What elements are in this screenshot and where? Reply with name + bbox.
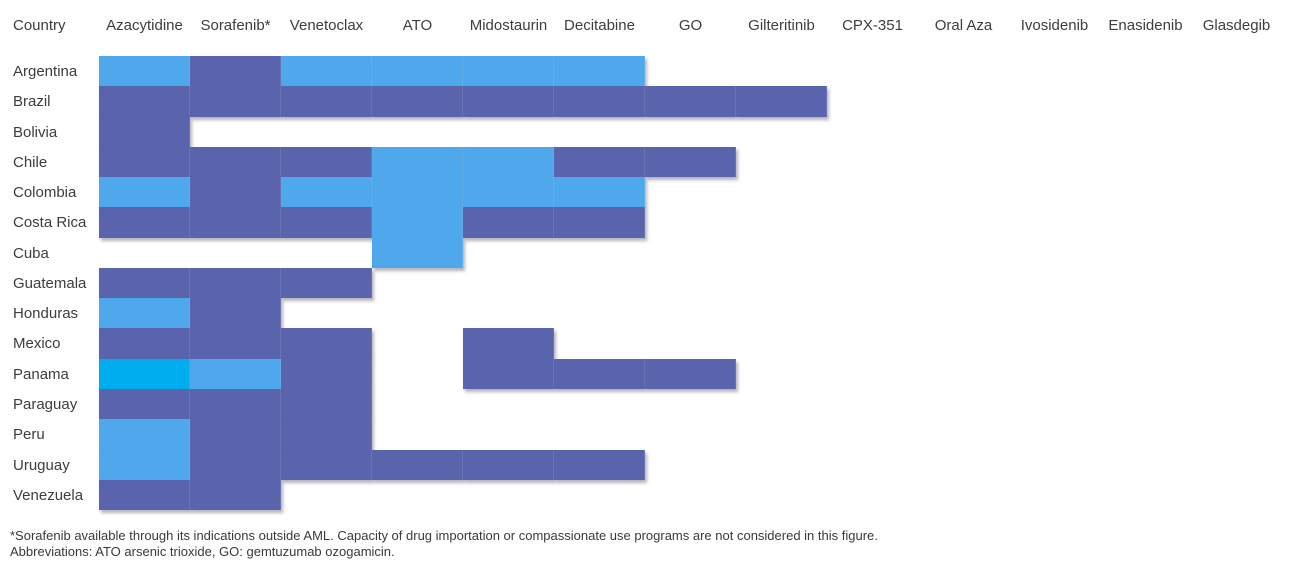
heatmap-cell-sky <box>99 56 190 86</box>
heatmap-cell-sky <box>99 177 190 207</box>
heatmap-cell-navy <box>554 147 645 177</box>
column-header: Decitabine <box>564 17 635 34</box>
row-label: Venezuela <box>13 486 84 504</box>
heatmap-cell-navy <box>190 328 281 359</box>
heatmap-cell-navy <box>281 147 372 177</box>
row-label: Guatemala <box>13 274 87 292</box>
heatmap-cell-navy <box>463 328 554 359</box>
column-header: CPX-351 <box>842 17 903 34</box>
column-header: Gilteritinib <box>748 17 815 34</box>
heatmap-cell-navy <box>99 328 190 359</box>
heatmap-cell-sky <box>372 238 463 268</box>
heatmap-cell-sky <box>281 56 372 86</box>
heatmap-cell-navy <box>99 86 190 117</box>
row-label: Peru <box>13 426 45 443</box>
heatmap-cell-navy <box>190 480 281 510</box>
heatmap-cell-navy <box>99 147 190 177</box>
row-label: Mexico <box>13 335 61 352</box>
row-label: Chile <box>13 153 48 171</box>
heatmap-cell-sky <box>281 177 372 207</box>
heatmap-cell-navy <box>190 177 281 207</box>
column-header: Azacytidine <box>106 17 183 34</box>
heatmap-cell-sky <box>99 298 190 328</box>
heatmap-cell-navy <box>645 359 736 389</box>
heatmap-cell-navy <box>190 419 281 450</box>
column-header: GO <box>678 17 703 34</box>
heatmap-cell-navy <box>463 207 554 238</box>
heatmap-cell-sky <box>190 359 281 389</box>
column-header: ATO <box>402 17 433 34</box>
heatmap-cell-navy <box>372 86 463 117</box>
heatmap-cell-cyan <box>99 359 190 389</box>
heatmap-cell-navy <box>463 450 554 480</box>
heatmap-cell-sky <box>99 419 190 450</box>
heatmap-cell-navy <box>281 207 372 238</box>
footnotes: *Sorafenib available through its indicat… <box>10 528 878 559</box>
row-label: Costa Rica <box>13 214 87 231</box>
column-header: Oral Aza <box>934 17 993 34</box>
heatmap-cell-navy <box>372 450 463 480</box>
heatmap-cell-navy <box>281 389 372 419</box>
row-label: Uruguay <box>13 456 70 474</box>
heatmap-cell-navy <box>554 359 645 389</box>
heatmap-cell-navy <box>463 359 554 389</box>
footnote-line: Abbreviations: ATO arsenic trioxide, GO:… <box>10 543 395 559</box>
heatmap-cell-navy <box>99 268 190 298</box>
heatmap-cell-navy <box>736 86 827 117</box>
heatmap-cell-navy <box>463 86 554 117</box>
heatmap-cell-navy <box>190 450 281 480</box>
heatmap-cell-navy <box>99 389 190 419</box>
row-label: Colombia <box>13 183 77 201</box>
heatmap-cell-sky <box>554 177 645 207</box>
heatmap-cell-navy <box>190 86 281 117</box>
heatmap-cell-navy <box>281 359 372 389</box>
column-header-country: Country <box>13 17 66 34</box>
column-header: Enasidenib <box>1108 17 1183 34</box>
heatmap-cell-navy <box>645 147 736 177</box>
column-header: Ivosidenib <box>1020 17 1089 34</box>
heatmap-cell-navy <box>554 86 645 117</box>
heatmap-cell-sky <box>463 56 554 86</box>
row-label: Cuba <box>13 244 49 262</box>
row-label: Bolivia <box>13 123 58 141</box>
heatmap-cell-sky <box>463 147 554 177</box>
heatmap-cell-sky <box>463 177 554 207</box>
heatmap-cell-navy <box>554 207 645 238</box>
heatmap-cell-sky <box>372 147 463 177</box>
heatmap-cell-navy <box>99 207 190 238</box>
heatmap-cell-navy <box>190 207 281 238</box>
row-label: Paraguay <box>13 395 78 413</box>
heatmap-cell-navy <box>190 389 281 419</box>
heatmap-cell-navy <box>281 450 372 480</box>
footnote-line: *Sorafenib available through its indicat… <box>10 528 878 543</box>
column-header: Venetoclax <box>289 17 364 34</box>
heatmap-cell-navy <box>281 419 372 450</box>
heatmap-cell-navy <box>190 147 281 177</box>
heatmap-cell-sky <box>99 450 190 480</box>
heatmap-cell-sky <box>554 56 645 86</box>
heatmap-cell-navy <box>281 328 372 359</box>
heatmap-cell-navy <box>554 450 645 480</box>
row-label: Argentina <box>13 62 78 80</box>
row-label: Honduras <box>13 304 79 322</box>
heatmap-cell-navy <box>281 268 372 298</box>
row-label: Brazil <box>13 93 51 110</box>
heatmap-cell-sky <box>372 56 463 86</box>
column-header: Midostaurin <box>469 17 548 34</box>
heatmap-cell-navy <box>645 86 736 117</box>
heatmap-cell-navy <box>190 268 281 298</box>
heatmap-cell-navy <box>190 56 281 86</box>
column-header: Sorafenib* <box>200 17 271 34</box>
column-header: Glasdegib <box>1202 17 1271 34</box>
heatmap-cell-sky <box>372 177 463 207</box>
row-label: Panama <box>13 365 69 383</box>
heatmap-cell-navy <box>190 298 281 328</box>
heatmap-cell-navy <box>99 117 190 147</box>
heatmap-cell-navy <box>99 480 190 510</box>
heatmap-cell-sky <box>372 207 463 238</box>
heatmap-cell-navy <box>281 86 372 117</box>
